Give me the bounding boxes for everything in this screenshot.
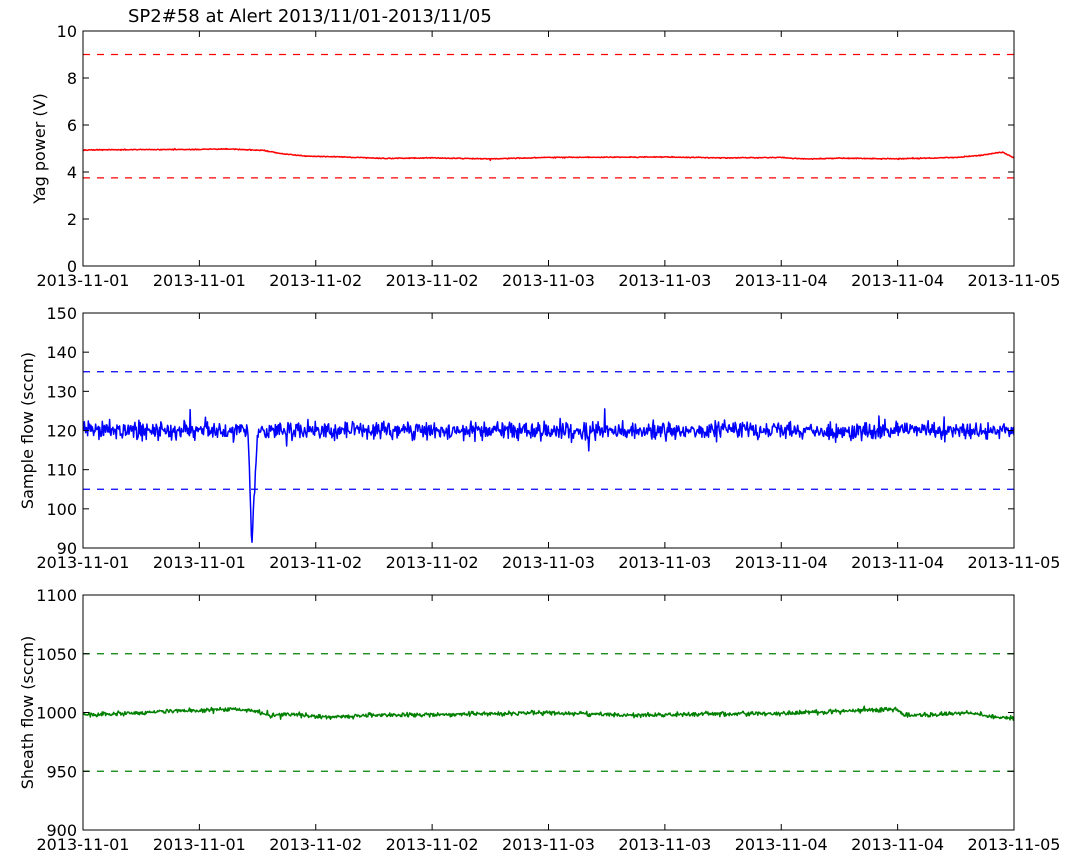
y-tick-label: 1000 (36, 704, 77, 723)
y-tick-label: 10 (57, 22, 77, 41)
y-tick-label: 950 (46, 762, 77, 781)
y-tick-label: 100 (46, 500, 77, 519)
y-tick-label: 900 (46, 821, 77, 840)
x-tick-label: 2013-11-04 (851, 835, 944, 854)
x-tick-label: 2013-11-05 (968, 553, 1061, 572)
y-tick-label: 4 (67, 163, 77, 182)
y-tick-label: 130 (46, 382, 77, 401)
x-tick-label: 2013-11-03 (618, 835, 711, 854)
figure-title: SP2#58 at Alert 2013/11/01-2013/11/05 (128, 6, 492, 27)
y-tick-label: 120 (46, 422, 77, 441)
x-tick-label: 2013-11-05 (968, 271, 1061, 290)
x-tick-label: 2013-11-02 (386, 835, 479, 854)
panel-sample-flow: 90 100 110 120 130 140 150 2013-11-01 2013-11-01… (18, 304, 1060, 572)
panel-sheath-flow: 900 950 1000 1050 1100 2013-11-01 2013-11-01 20… (18, 586, 1060, 854)
y-tick-label: 0 (67, 257, 77, 276)
series-yag-power (83, 147, 1014, 162)
x-tick-label: 2013-11-04 (851, 271, 944, 290)
series-sheath-flow (83, 705, 1014, 722)
y-tick-label: 6 (67, 116, 77, 135)
x-tick-label: 2013-11-01 (37, 553, 130, 572)
x-tick-label: 2013-11-04 (735, 835, 828, 854)
x-tick-label: 2013-11-05 (968, 835, 1061, 854)
x-tick-label: 2013-11-02 (269, 271, 362, 290)
y-tick-label: 2 (67, 210, 77, 229)
x-tick-label: 2013-11-01 (37, 271, 130, 290)
series-sample-flow (83, 408, 1014, 543)
x-tick-label: 2013-11-04 (851, 553, 944, 572)
x-tick-label: 2013-11-01 (153, 553, 246, 572)
y-tick-label: 1050 (36, 645, 77, 664)
x-tick-label: 2013-11-02 (386, 271, 479, 290)
y-axis-label: Sample flow (sccm) (18, 352, 37, 509)
x-tick-label: 2013-11-01 (37, 835, 130, 854)
y-tick-label: 150 (46, 304, 77, 323)
x-tick-label: 2013-11-04 (735, 271, 828, 290)
x-tick-label: 2013-11-03 (502, 835, 595, 854)
y-axis-label: Sheath flow (sccm) (18, 636, 37, 789)
x-tick-label: 2013-11-01 (153, 835, 246, 854)
y-axis-label: Yag power (V) (30, 93, 49, 205)
y-tick-label: 1100 (36, 586, 77, 605)
y-tick-label: 140 (46, 343, 77, 362)
y-tick-label: 90 (57, 539, 77, 558)
x-tick-label: 2013-11-01 (153, 271, 246, 290)
x-tick-label: 2013-11-03 (502, 553, 595, 572)
y-tick-label: 8 (67, 69, 77, 88)
panel-yag-power: 0 2 4 6 8 10 2013-11-01 2013-11-01 2013-11-02 201… (30, 22, 1060, 290)
x-tick-label: 2013-11-03 (618, 553, 711, 572)
x-tick-label: 2013-11-02 (269, 553, 362, 572)
x-tick-label: 2013-11-02 (269, 835, 362, 854)
x-tick-label: 2013-11-04 (735, 553, 828, 572)
x-tick-label: 2013-11-03 (618, 271, 711, 290)
x-tick-label: 2013-11-03 (502, 271, 595, 290)
x-tick-label: 2013-11-02 (386, 553, 479, 572)
y-tick-label: 110 (46, 461, 77, 480)
